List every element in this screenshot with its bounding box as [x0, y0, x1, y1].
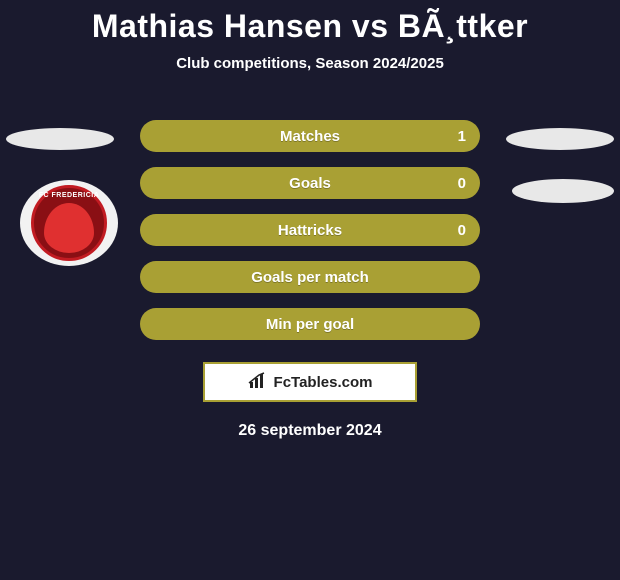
decoration-ellipse-top-right [506, 128, 614, 150]
site-badge-text: FcTables.com [274, 374, 373, 391]
club-shield: FC FREDERICIA [31, 185, 107, 261]
stat-label: Goals per match [251, 269, 369, 286]
stat-row-hattricks: Hattricks 0 [140, 214, 480, 246]
stat-label: Matches [280, 128, 340, 145]
stat-row-matches: Matches 1 [140, 120, 480, 152]
stat-label: Hattricks [278, 222, 342, 239]
chart-bars-icon [248, 372, 268, 393]
stat-label: Min per goal [266, 316, 354, 333]
site-badge[interactable]: FcTables.com [203, 362, 417, 402]
stats-container: Matches 1 Goals 0 Hattricks 0 Goals per … [140, 120, 480, 340]
club-name: FC FREDERICIA [39, 192, 100, 199]
stat-row-goals: Goals 0 [140, 167, 480, 199]
stat-row-min-per-goal: Min per goal [140, 308, 480, 340]
stat-value-right: 0 [458, 175, 466, 192]
stat-row-goals-per-match: Goals per match [140, 261, 480, 293]
decoration-ellipse-top-left [6, 128, 114, 150]
club-shield-inner [44, 203, 94, 253]
club-badge: FC FREDERICIA [20, 180, 118, 266]
stat-value-right: 0 [458, 222, 466, 239]
date-text: 26 september 2024 [0, 422, 620, 440]
page-subtitle: Club competitions, Season 2024/2025 [0, 55, 620, 72]
stat-label: Goals [289, 175, 331, 192]
page-title: Mathias Hansen vs BÃ¸ttker [0, 0, 620, 45]
stat-value-right: 1 [458, 128, 466, 145]
decoration-ellipse-bottom-right [512, 179, 614, 203]
